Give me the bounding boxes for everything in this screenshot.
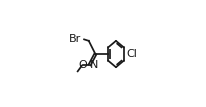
Text: Br: Br [68, 34, 81, 44]
Text: Cl: Cl [126, 49, 137, 59]
Text: O: O [78, 60, 87, 70]
Text: N: N [90, 60, 98, 70]
